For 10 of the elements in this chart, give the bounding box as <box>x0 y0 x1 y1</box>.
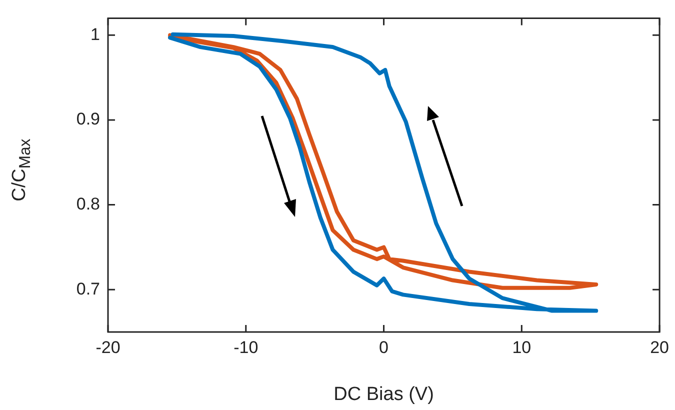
y-tick-label: 0.7 <box>76 279 100 298</box>
x-tick-label: -20 <box>96 338 120 357</box>
x-tick-label: 20 <box>650 338 670 357</box>
x-tick-label: 10 <box>512 338 532 357</box>
x-tick-label: -10 <box>234 338 258 357</box>
x-tick-label: 0 <box>379 338 389 357</box>
y-tick-label: 0.9 <box>76 110 100 129</box>
y-tick-label: 1 <box>90 24 100 44</box>
x-axis-title: DC Bias (V) <box>334 384 434 405</box>
y-tick-label: 0.8 <box>76 194 100 214</box>
